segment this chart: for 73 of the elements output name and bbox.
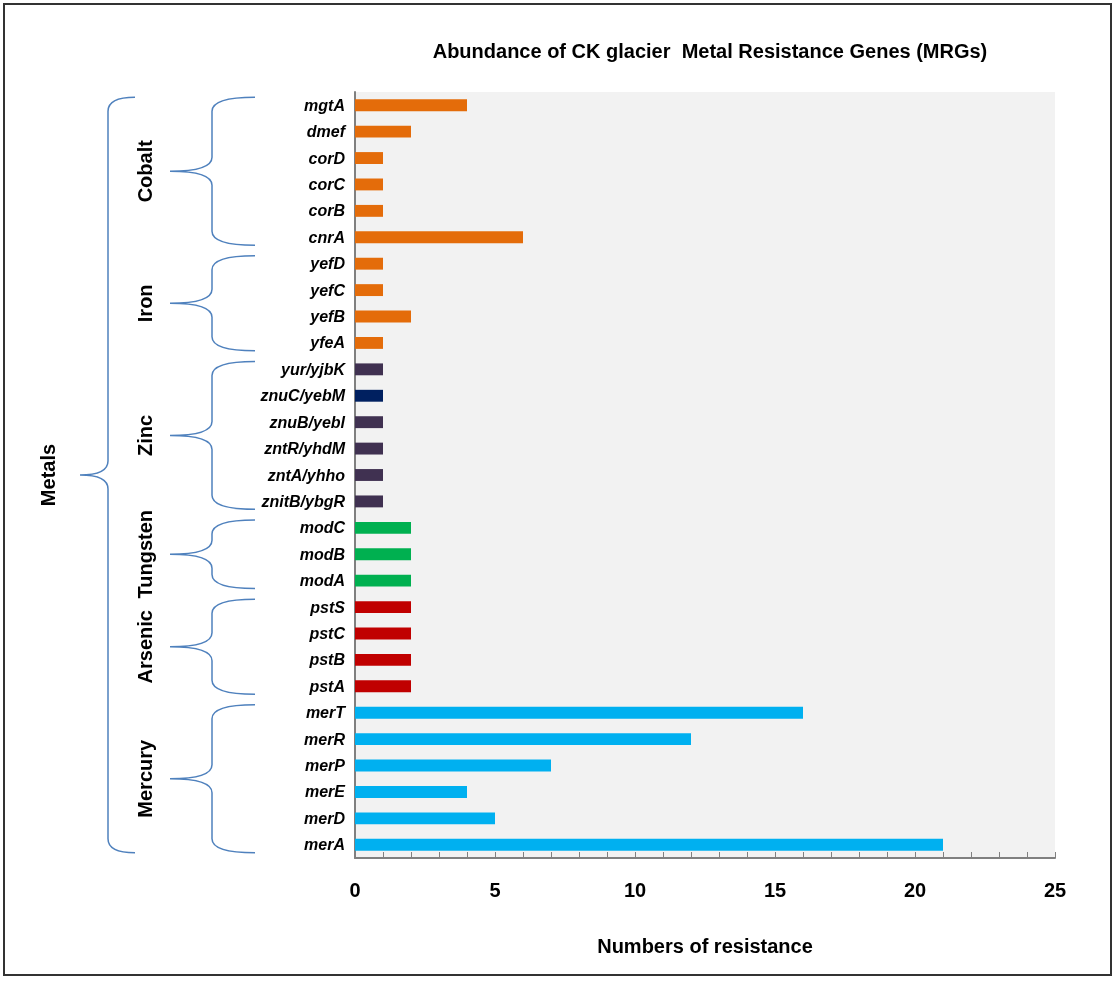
- bar: [355, 231, 523, 244]
- y-tick-label: dmef: [306, 123, 347, 141]
- bar: [355, 152, 383, 164]
- y-tick-label: zntR/yhdM: [263, 440, 346, 458]
- bar: [355, 574, 411, 587]
- x-tick-label: 5: [489, 879, 501, 901]
- y-tick-label: pstB: [308, 651, 345, 669]
- bar: [355, 680, 411, 693]
- bar: [355, 257, 383, 270]
- bar: [355, 363, 383, 376]
- y-tick-label: corC: [308, 175, 346, 193]
- bar: [355, 759, 551, 772]
- bar: [355, 336, 383, 349]
- y-tick-label: modA: [299, 572, 345, 590]
- y-tick-label: pstS: [309, 598, 346, 616]
- bar: [355, 548, 411, 561]
- y-tick-label: yefC: [309, 281, 346, 299]
- text: Zinc: [134, 414, 156, 456]
- bar: [355, 706, 803, 719]
- text: Arsenic: [134, 610, 156, 684]
- y-tick-label: yur/yjbK: [279, 360, 347, 378]
- y-tick-label: znuB/yebl: [268, 413, 346, 431]
- bar: [355, 601, 411, 614]
- bar: [355, 653, 411, 666]
- text: Cobalt: [134, 139, 156, 203]
- y-tick-label: corB: [308, 202, 345, 220]
- bar: [355, 204, 383, 217]
- x-tick-label: 20: [903, 879, 927, 901]
- y-tick-label: corD: [308, 149, 346, 167]
- y-tick-label: pstC: [308, 624, 346, 642]
- y-tick-label: merA: [304, 836, 345, 854]
- y-tick-label: yefB: [309, 308, 345, 326]
- text: Metals: [37, 443, 59, 507]
- bar: [355, 416, 383, 429]
- text: Iron: [134, 284, 156, 323]
- y-tick-label: yfeA: [309, 334, 345, 352]
- bar: [355, 495, 383, 508]
- y-tick-label: merD: [304, 809, 346, 827]
- y-tick-label: modC: [299, 519, 346, 537]
- bar: [355, 310, 411, 323]
- bar: [355, 99, 467, 112]
- y-tick-label: merT: [305, 704, 347, 722]
- y-tick-label: yefD: [309, 255, 346, 273]
- y-tick-label: merP: [304, 757, 346, 775]
- x-tick-label: 0: [349, 879, 361, 901]
- y-tick-label: merE: [304, 783, 347, 801]
- bar: [355, 521, 411, 534]
- bar: [355, 389, 383, 402]
- bar: [355, 125, 411, 138]
- text: Tungsten: [134, 509, 156, 599]
- bar: [355, 627, 411, 640]
- text: Mercury: [134, 738, 156, 818]
- y-tick-label: znitB/ybgR: [260, 492, 346, 510]
- chart-title: Abundance of CK glacier Metal Resistance Genes (MRGs): [432, 40, 988, 62]
- x-tick-label: 10: [623, 879, 647, 901]
- bar: [355, 733, 691, 746]
- y-tick-label: zntA/yhho: [266, 466, 346, 484]
- y-tick-label: modB: [299, 545, 345, 563]
- x-tick-label: 25: [1043, 879, 1067, 901]
- y-tick-label: merR: [304, 730, 346, 748]
- bar: [355, 284, 383, 297]
- y-tick-label: cnrA: [308, 228, 345, 246]
- bar: [355, 786, 467, 798]
- bar: [355, 812, 495, 825]
- y-tick-label: mgtA: [304, 96, 345, 114]
- y-tick-label: pstA: [308, 677, 345, 695]
- bar: [355, 838, 943, 851]
- x-tick-label: 15: [763, 879, 787, 901]
- bar: [355, 178, 383, 191]
- y-tick-label: znuC/yebM: [259, 387, 346, 405]
- x-axis-title: Numbers of resistance: [597, 935, 813, 957]
- bar: [355, 442, 383, 455]
- bar: [355, 469, 383, 481]
